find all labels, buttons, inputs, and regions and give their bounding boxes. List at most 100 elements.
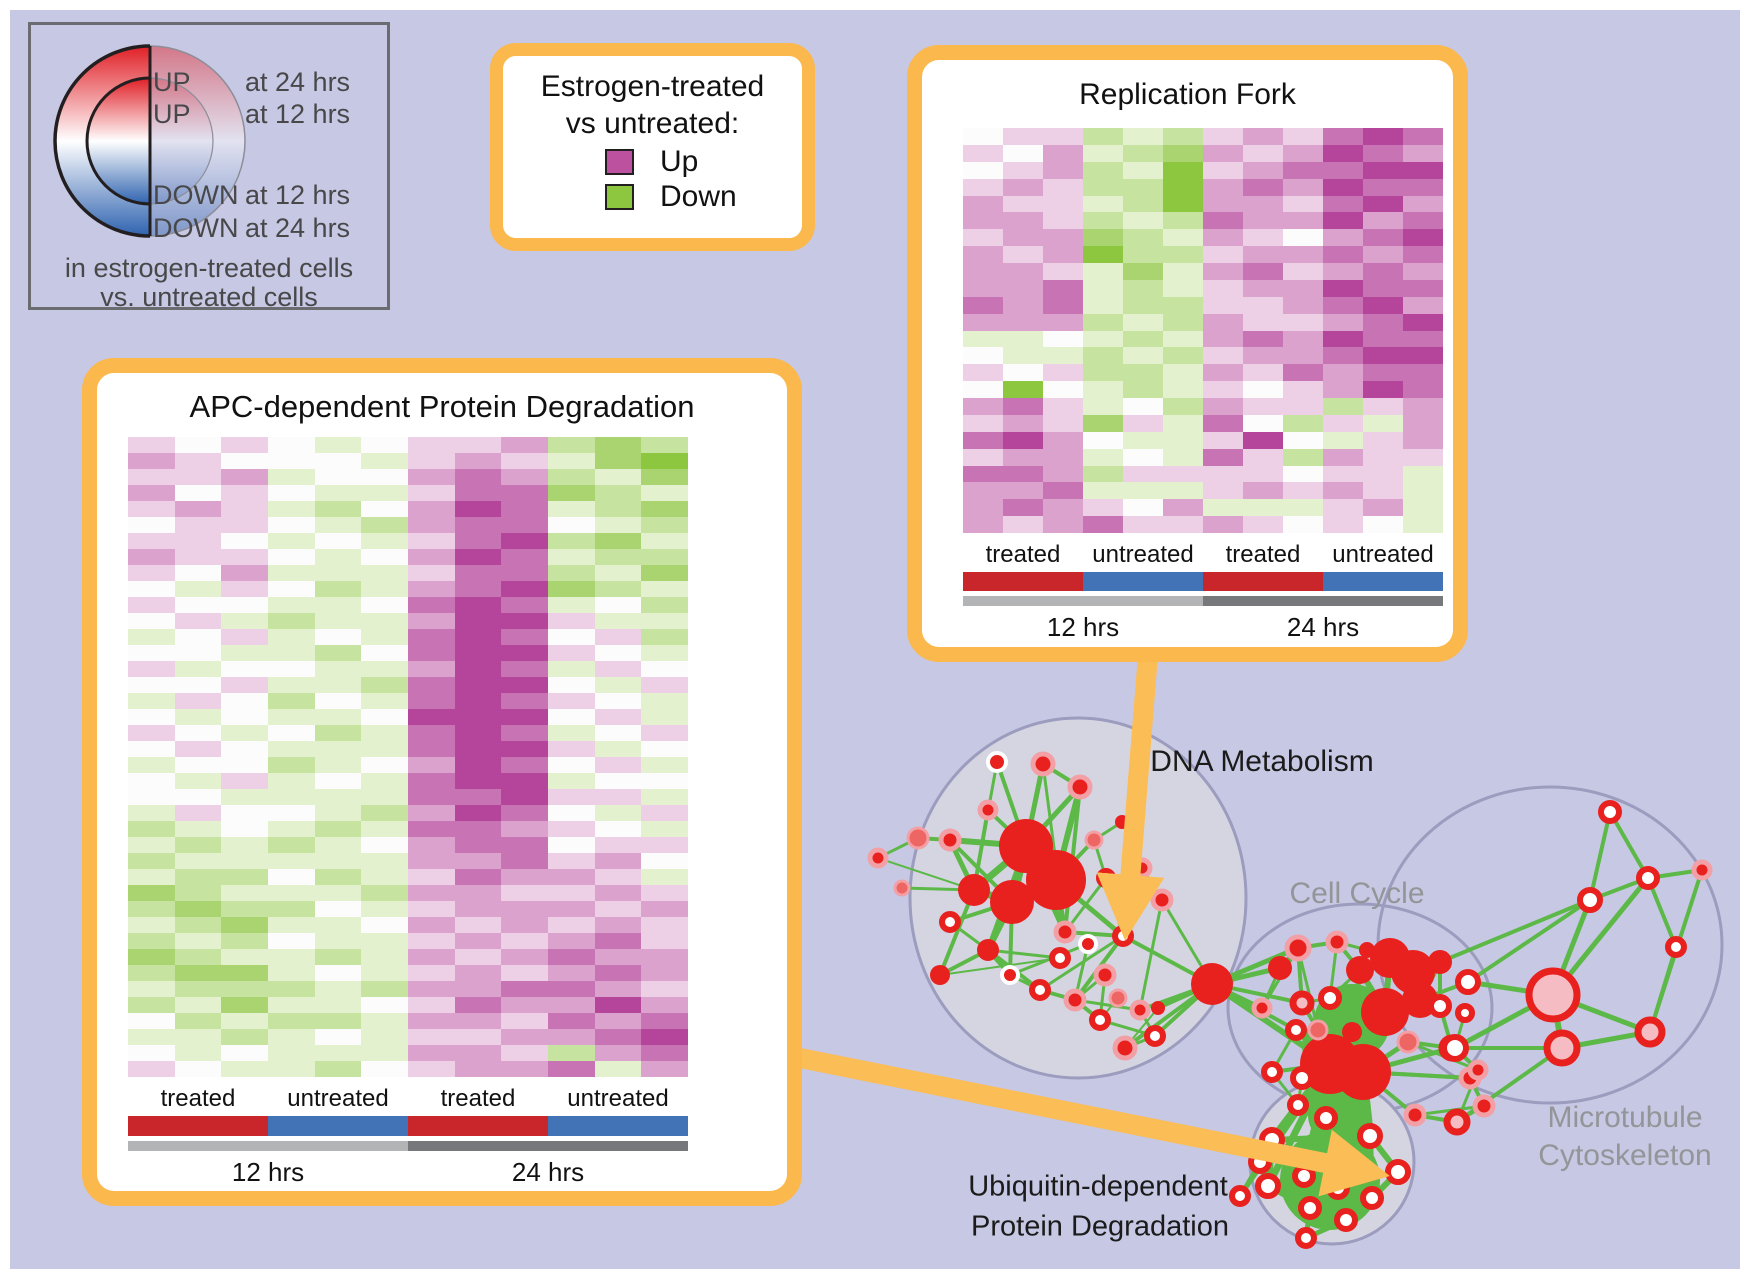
- heatmap-cell: [314, 613, 362, 629]
- heatmap-cell: [1083, 313, 1123, 331]
- heatmap-cell: [361, 821, 408, 837]
- heatmap-cell: [1203, 263, 1243, 280]
- network-node: [1634, 1016, 1666, 1048]
- heatmap-cell: [128, 693, 175, 709]
- network-node: [1342, 1022, 1362, 1042]
- heatmap-cell: [1283, 330, 1323, 348]
- heatmap-cell: [1203, 144, 1243, 162]
- heatmap-cell: [1323, 330, 1363, 348]
- heatmap-cell: [1163, 195, 1203, 213]
- network-edge: [1271, 1133, 1371, 1143]
- heatmap-cell: [1243, 313, 1283, 331]
- heatmap-cell: [174, 773, 222, 789]
- network-edge: [1296, 947, 1320, 1031]
- apc-label-24hrs: 24 hrs: [511, 1157, 585, 1187]
- heatmap-cell: [1283, 296, 1323, 314]
- network-edge: [987, 948, 1061, 960]
- heatmap-cell: [174, 661, 222, 677]
- heatmap-cell: [594, 533, 642, 549]
- heatmap-cell: [361, 645, 408, 661]
- heatmap-cell: [594, 677, 642, 693]
- network-node: [1112, 1035, 1138, 1061]
- network-node: [1229, 1185, 1251, 1207]
- heatmap-cell: [1283, 347, 1323, 365]
- heatmap-cell: [408, 949, 455, 965]
- heatmap-cell: [1123, 330, 1163, 348]
- network-node: [906, 826, 930, 850]
- heatmap-cell: [454, 517, 502, 533]
- heatmap-cell: [221, 709, 268, 725]
- heatmap-cell: [408, 597, 455, 613]
- heatmap-cell: [454, 1013, 502, 1029]
- network-node: [1112, 925, 1134, 947]
- heatmap-cell: [221, 613, 268, 629]
- heatmap-cell: [594, 853, 642, 869]
- heatmap-cell: [174, 949, 222, 965]
- heatmap-cell: [1163, 516, 1203, 533]
- heatmap-cell: [1163, 296, 1203, 314]
- heatmap-cell: [501, 949, 548, 965]
- heatmap-cell: [174, 693, 222, 709]
- heatmap-cell: [1083, 279, 1123, 297]
- heatmap-cell: [1403, 195, 1443, 213]
- heatmap-cell: [408, 757, 455, 773]
- heatmap-cell: [314, 549, 362, 565]
- heatmap-cell: [128, 917, 175, 933]
- heatmap-cell: [221, 549, 268, 565]
- heatmap-cell: [1363, 144, 1403, 162]
- heatmap-cell: [361, 789, 408, 805]
- heatmap-cell: [594, 1061, 642, 1077]
- heatmap-cell: [221, 629, 268, 645]
- heatmap-cell: [361, 629, 408, 645]
- heatmap-cell: [361, 549, 408, 565]
- network-node: [1084, 830, 1104, 850]
- heatmap-cell: [1363, 381, 1403, 398]
- legend-row-down12-time: at 12 hrs: [245, 180, 350, 210]
- color-key-title-line2: vs untreated:: [565, 107, 740, 140]
- heatmap-cell: [454, 437, 502, 453]
- heatmap-cell: [1043, 279, 1083, 297]
- heatmap-cell: [361, 469, 408, 485]
- heatmap-cell: [361, 725, 408, 741]
- heatmap-cell: [963, 144, 1003, 162]
- heatmap-cell: [1003, 465, 1043, 483]
- heatmap-cell: [1083, 431, 1123, 449]
- network-node: [1049, 947, 1071, 969]
- heatmap-cell: [408, 853, 455, 869]
- heatmap-cell: [1323, 398, 1363, 415]
- heatmap-cell: [963, 499, 1003, 517]
- heatmap-cell: [963, 465, 1003, 483]
- heatmap-cell: [314, 885, 362, 901]
- network-edge: [877, 857, 975, 891]
- heatmap-cell: [548, 741, 595, 757]
- heatmap-cell: [221, 693, 268, 709]
- heatmap-cell: [1363, 347, 1403, 365]
- heatmap-cell: [361, 533, 408, 549]
- heatmap-cell: [1323, 482, 1363, 500]
- heatmap-cell: [1123, 398, 1163, 415]
- heatmap-cell: [361, 693, 408, 709]
- heatmap-cell: [268, 501, 315, 517]
- heatmap-cell: [128, 821, 175, 837]
- heatmap-cell: [314, 533, 362, 549]
- heatmap-cell: [361, 709, 408, 725]
- heatmap-cell: [501, 581, 548, 597]
- heatmap-cell: [361, 677, 408, 693]
- heatmap-cell: [1083, 465, 1123, 483]
- heatmap-cell: [1163, 364, 1203, 382]
- heatmap-cell: [221, 965, 268, 981]
- heatmap-cell: [314, 565, 362, 581]
- bar-24hrs: [1203, 596, 1443, 606]
- heatmap-cell: [408, 469, 455, 485]
- legend-row-up24-dir: UP: [153, 67, 191, 97]
- heatmap-cell: [128, 469, 175, 485]
- heatmap-cell: [408, 837, 455, 853]
- heatmap-cell: [361, 773, 408, 789]
- heatmap-cell: [174, 549, 222, 565]
- network-node: [867, 847, 889, 869]
- heatmap-cell: [1403, 296, 1443, 314]
- heatmap-cell: [408, 805, 455, 821]
- heatmap-cell: [361, 869, 408, 885]
- heatmap-cell: [1243, 398, 1283, 415]
- heatmap-cell: [268, 629, 315, 645]
